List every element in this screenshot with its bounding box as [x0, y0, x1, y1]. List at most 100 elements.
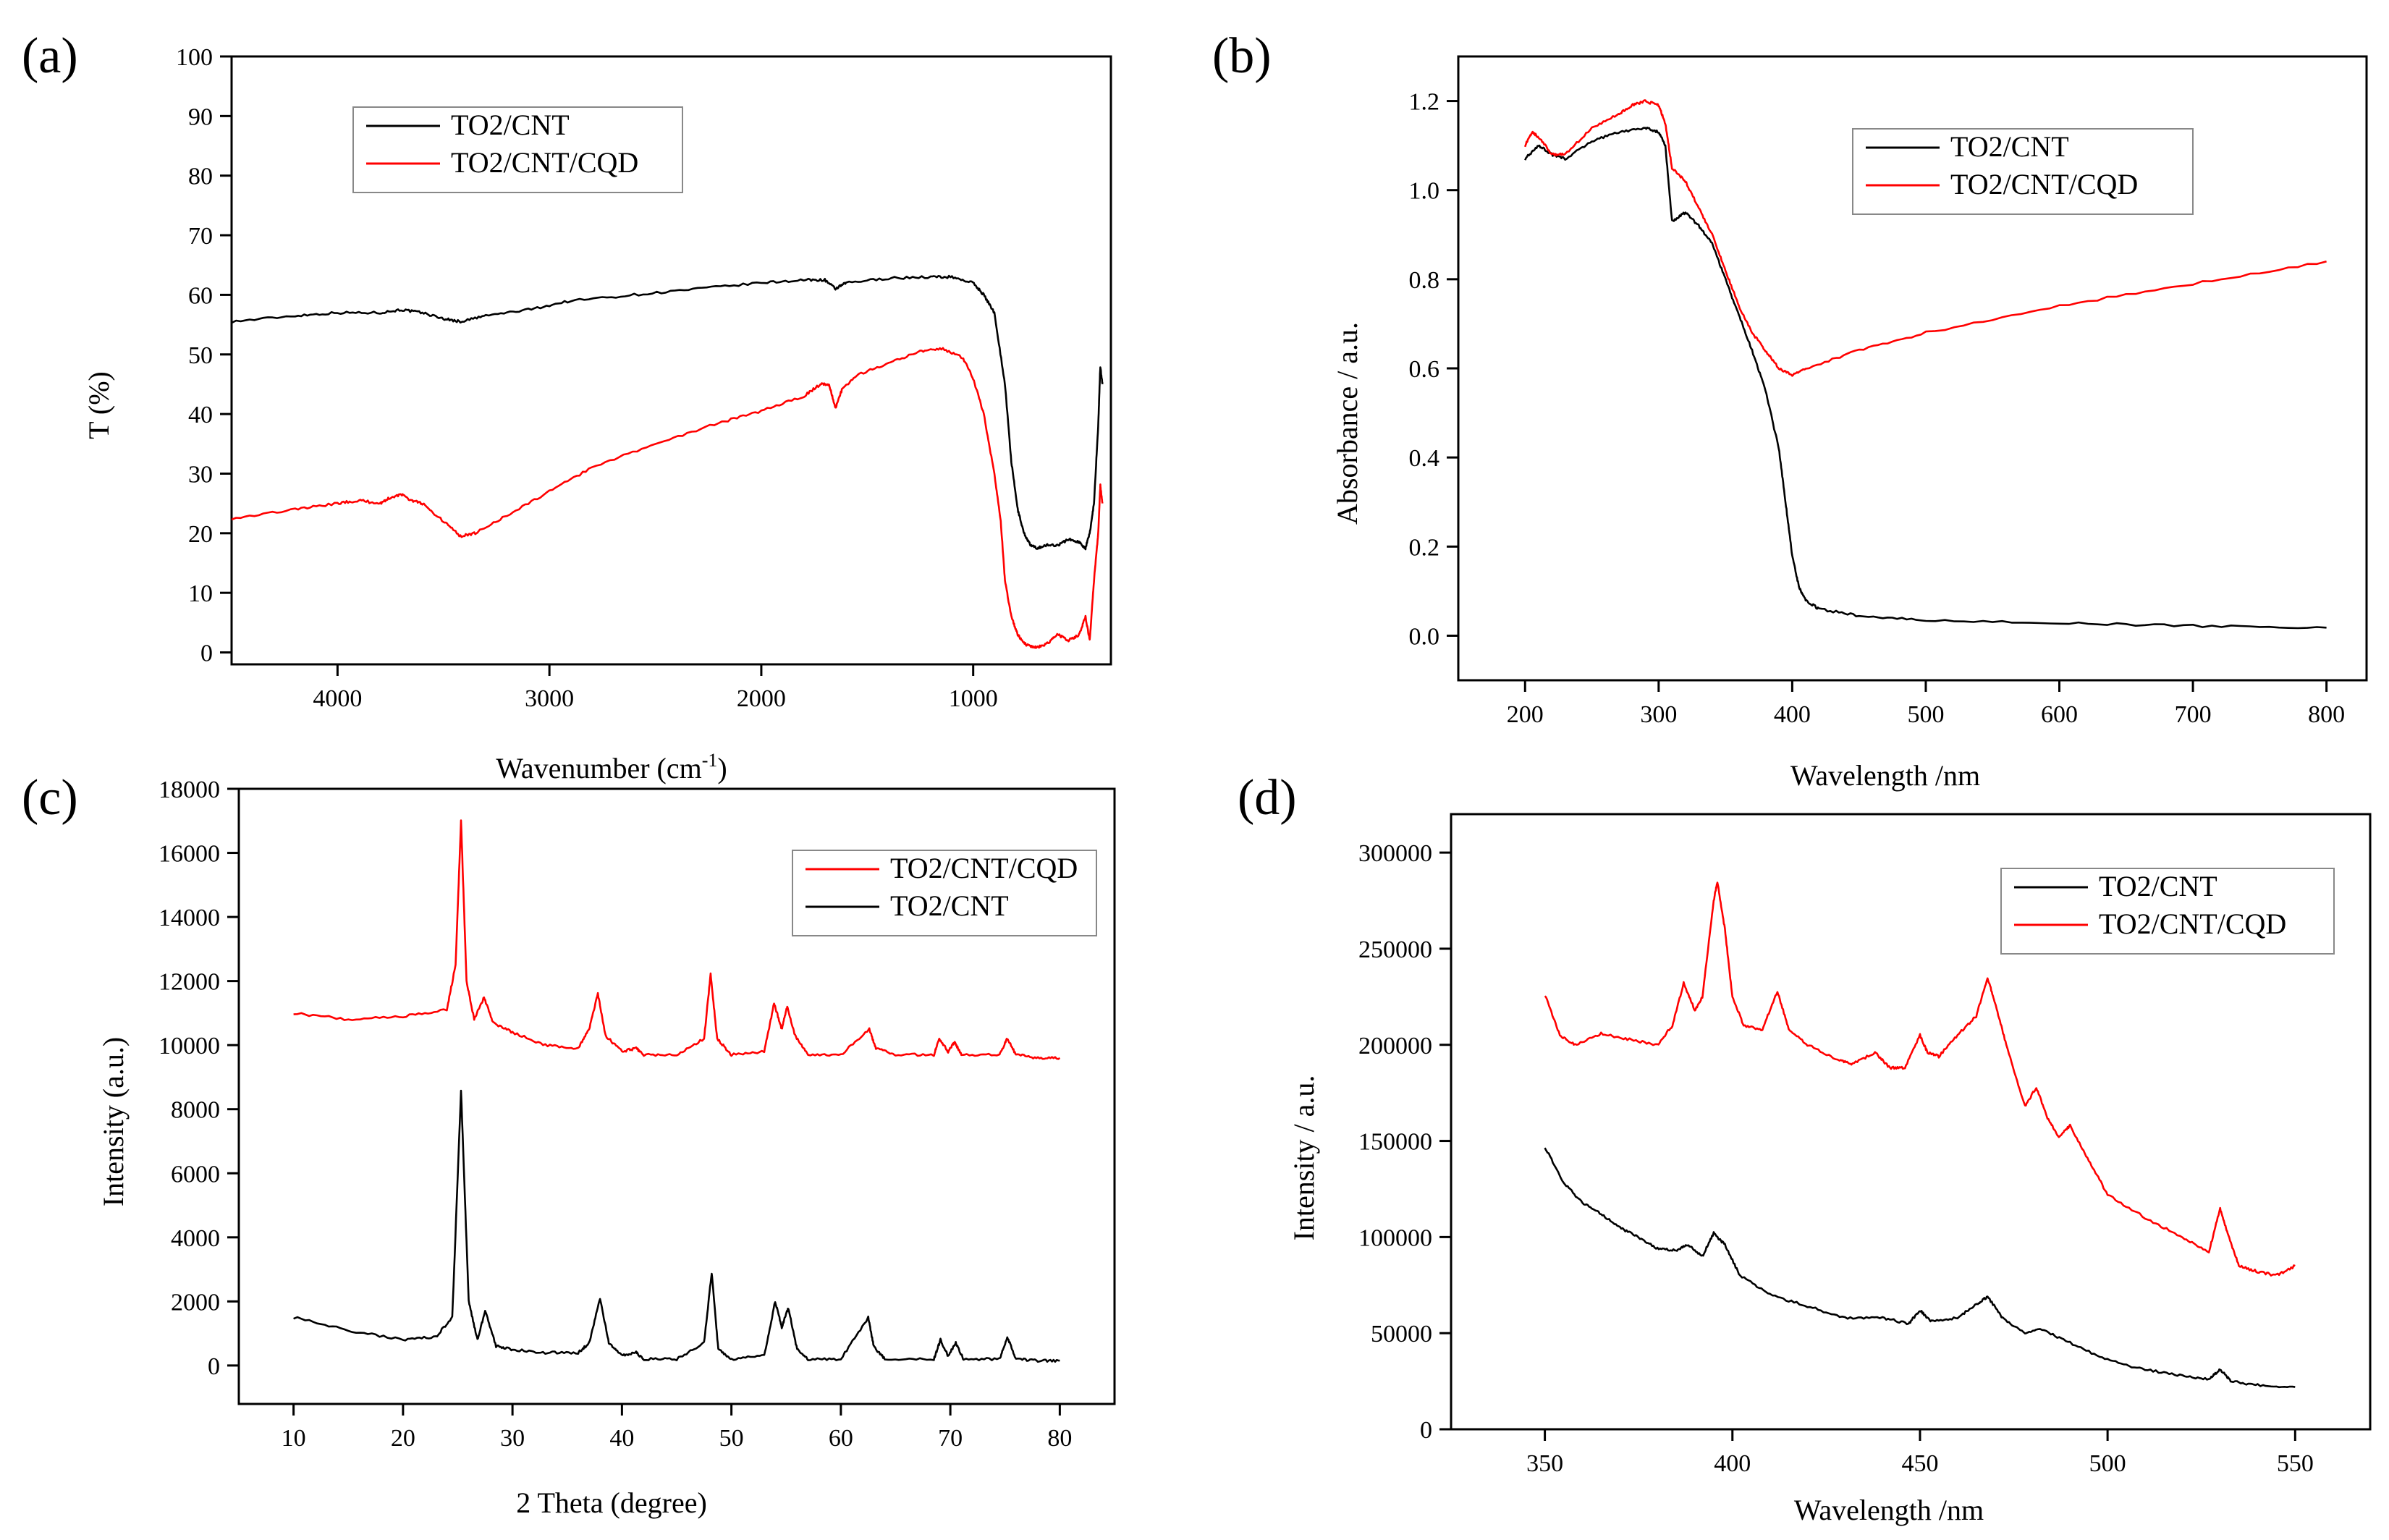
- y-tick-label: 0.0: [1409, 623, 1440, 650]
- y-tick-label: 90: [188, 103, 213, 130]
- series-line-to2-cnt-cqd: [293, 819, 1061, 1060]
- legend-box: [792, 850, 1097, 936]
- panel-d-label: (d): [1238, 770, 1297, 826]
- y-tick-label: 10000: [158, 1033, 220, 1059]
- legend-entry: TO2/CNT: [2099, 870, 2217, 902]
- x-tick-label: 300: [1640, 701, 1677, 728]
- series-line-to2-cnt: [1524, 127, 2327, 630]
- legend-box: [1852, 128, 2194, 215]
- x-tick-label: 20: [391, 1425, 415, 1452]
- legend-box: [2000, 868, 2335, 955]
- x-tick-label: 450: [1901, 1450, 1938, 1477]
- x-tick-label: 350: [1526, 1450, 1563, 1477]
- panel-b-ylabel: Absorbance / a.u.: [1331, 322, 1363, 525]
- y-tick-label: 0: [1420, 1417, 1432, 1444]
- series-line-to2-cnt: [232, 274, 1104, 551]
- x-tick-label: 50: [719, 1425, 744, 1452]
- y-tick-label: 0.2: [1409, 534, 1440, 561]
- panel-a-xlabel-sup: -1: [702, 750, 718, 771]
- panel-a-ylabel: T (%): [83, 371, 115, 439]
- x-tick-label: 4000: [313, 685, 362, 712]
- y-tick-label: 12000: [158, 969, 220, 996]
- x-tick-label: 200: [1507, 701, 1544, 728]
- legend-entry: TO2/CNT/CQD: [890, 852, 1078, 884]
- y-tick-label: 0.4: [1409, 445, 1440, 472]
- panel-b: 200 300 400 500 600 700 800 0.0 0.2 0.4 0.6 0.8 1.0 1…: [1331, 55, 2368, 792]
- x-tick-label: 3000: [525, 685, 574, 712]
- x-tick-label: 400: [1714, 1450, 1751, 1477]
- y-tick-label: 200000: [1358, 1033, 1432, 1059]
- y-tick-label: 60: [188, 282, 213, 309]
- legend-entry: TO2/CNT: [890, 889, 1009, 922]
- y-tick-label: 0: [200, 640, 213, 667]
- panel-d: 350 400 450 500 550 0 50000 100000 150000 200000 2…: [1287, 813, 2372, 1526]
- panel-a-xlabel-main: Wavenumber (cm: [496, 752, 701, 784]
- legend-entry: TO2/CNT/CQD: [1950, 168, 2138, 200]
- series-line-to2-cnt-cqd: [1524, 99, 2327, 377]
- panel-b-xlabel: Wavelength /nm: [1790, 759, 1980, 792]
- x-tick-label: 70: [938, 1425, 963, 1452]
- y-tick-label: 0.6: [1409, 356, 1440, 383]
- legend-entry: TO2/CNT/CQD: [451, 146, 638, 179]
- legend-box: [352, 106, 683, 193]
- x-tick-label: 700: [2175, 701, 2212, 728]
- y-tick-label: 18000: [158, 777, 220, 803]
- series-line-to2-cnt: [293, 1089, 1060, 1363]
- x-tick-label: 40: [609, 1425, 634, 1452]
- y-tick-label: 6000: [171, 1161, 220, 1188]
- panel-a-xlabel-end: ): [717, 752, 727, 784]
- y-tick-label: 4000: [171, 1225, 220, 1252]
- legend-entry: TO2/CNT: [1950, 130, 2069, 163]
- panel-c: 10 20 30 40 50 60 70 80 0 2000 4000 6000 8000 10000 12…: [97, 777, 1116, 1519]
- x-tick-label: 30: [500, 1425, 525, 1452]
- x-tick-label: 60: [829, 1425, 853, 1452]
- y-tick-label: 30: [188, 461, 213, 488]
- x-tick-label: 800: [2308, 701, 2345, 728]
- y-tick-label: 1.2: [1409, 89, 1440, 116]
- panel-b-label: (b): [1212, 28, 1272, 84]
- panel-c-ylabel: Intensity (a.u.): [97, 1037, 130, 1206]
- panel-c-label: (c): [22, 770, 78, 826]
- legend-entry: TO2/CNT/CQD: [2099, 908, 2286, 940]
- x-tick-label: 550: [2277, 1450, 2314, 1477]
- series-line-to2-cnt-cqd: [232, 347, 1104, 649]
- panel-d-frame: [1450, 813, 2372, 1431]
- panel-b-plot: 200 300 400 500 600 700 800 0.0 0.2 0.4 0.6 0.8 1.0 1…: [1409, 55, 2368, 728]
- y-tick-label: 150000: [1358, 1129, 1432, 1156]
- panel-a-plot: 4000 3000 2000 1000 0 10 20 30 40 50 60 70 80 90 100 TO…: [176, 44, 1112, 712]
- panel-d-xlabel: Wavelength /nm: [1794, 1494, 1984, 1526]
- y-tick-label: 300000: [1358, 840, 1432, 867]
- y-tick-label: 8000: [171, 1097, 220, 1124]
- series-line-to2-cnt: [1544, 1147, 2296, 1389]
- panel-d-plot: 350 400 450 500 550 0 50000 100000 150000 200000 2…: [1358, 813, 2372, 1477]
- y-tick-label: 100000: [1358, 1224, 1432, 1251]
- x-tick-label: 2000: [737, 685, 786, 712]
- x-tick-label: 10: [282, 1425, 306, 1452]
- panel-c-xlabel: 2 Theta (degree): [516, 1486, 707, 1519]
- panel-a: 4000 3000 2000 1000 0 10 20 30 40 50 60 70 80 90 100 TO…: [83, 44, 1112, 784]
- y-tick-label: 0: [208, 1353, 220, 1380]
- panel-a-frame: [230, 55, 1112, 666]
- x-tick-label: 80: [1047, 1425, 1072, 1452]
- y-tick-label: 100: [176, 44, 213, 71]
- y-tick-label: 16000: [158, 841, 220, 868]
- y-tick-label: 80: [188, 164, 213, 190]
- y-tick-label: 0.8: [1409, 267, 1440, 294]
- y-tick-label: 14000: [158, 905, 220, 931]
- legend-entry: TO2/CNT: [451, 109, 570, 141]
- y-tick-label: 50000: [1371, 1321, 1432, 1348]
- panel-a-xlabel: Wavenumber (cm-1): [496, 750, 727, 784]
- x-tick-label: 500: [2089, 1450, 2126, 1477]
- y-tick-label: 1.0: [1409, 178, 1440, 205]
- y-tick-label: 250000: [1358, 936, 1432, 963]
- x-tick-label: 600: [2041, 701, 2078, 728]
- y-tick-label: 20: [188, 521, 213, 548]
- panel-a-label: (a): [22, 28, 78, 84]
- x-tick-label: 1000: [949, 685, 998, 712]
- x-tick-label: 500: [1907, 701, 1944, 728]
- y-tick-label: 10: [188, 580, 213, 607]
- y-tick-label: 2000: [171, 1289, 220, 1316]
- series-line-to2-cnt-cqd: [1544, 881, 2296, 1277]
- y-tick-label: 50: [188, 342, 213, 369]
